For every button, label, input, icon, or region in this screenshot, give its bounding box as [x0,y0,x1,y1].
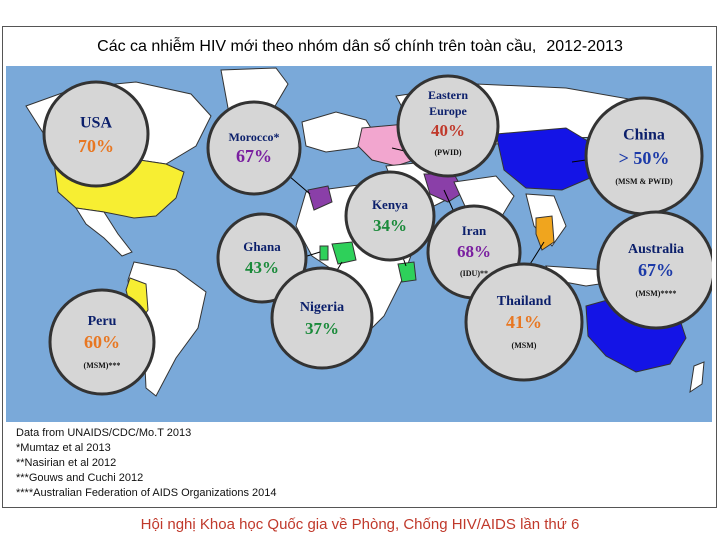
bubble-circle-kenya [344,170,436,262]
bubble-name-ghana: Ghana [243,239,281,254]
bubble-note-eastern_europe: (PWID) [434,148,461,157]
bubble-peru: Peru 60% (MSM)*** [48,288,156,396]
bubble-usa: USA 70% [42,80,150,188]
bubble-name-nigeria: Nigeria [300,300,344,315]
bubble-value-usa: 70% [78,136,114,156]
bubble-value-morocco: 67% [236,146,272,166]
bubble-name-kenya: Kenya [372,197,409,212]
title-years: 2012-2013 [546,38,623,55]
bubble-circle-australia [596,210,712,330]
bubble-value-peru: 60% [84,332,120,352]
bubble-name-usa: USA [80,115,112,132]
land-china [495,127,597,191]
bubble-circle-usa [42,80,150,188]
land-nigeria [331,241,357,265]
land-ghana [319,245,329,261]
bubble-note-australia: (MSM)**** [636,289,677,298]
footer-conference: Hội nghị Khoa học Quốc gia về Phòng, Chố… [140,516,580,533]
bubble-name-morocco: Morocco* [228,130,279,144]
bubble-morocco: Morocco* 67% [206,100,302,196]
bubble-name-thailand: Thailand [497,294,552,309]
bubble-value-ghana: 43% [245,258,279,277]
bubble-australia: Australia 67% (MSM)**** [596,210,712,330]
slide-title: Các ca nhiễm HIV mới theo nhóm dân số ch… [0,38,720,56]
world-map-svg: USA 70% Morocco* 67% Eastern Europe 40% (PWID) C… [25,67,712,397]
bubble-name-eastern_europe: Eastern [428,88,468,102]
bubble-name-china: China [623,127,665,144]
bubble-value-kenya: 34% [373,216,407,235]
source-line-4: ***Gouws and Cuchi 2012 [16,472,144,484]
bubble-note-peru: (MSM)*** [84,361,121,370]
title-text: Các ca nhiễm HIV mới theo nhóm dân số ch… [97,38,537,55]
source-line-3: **Nasirian et al 2012 [16,457,117,469]
land-new-zealand [689,361,705,394]
sources-box: Data from UNAIDS/CDC/Mo.T 2013 *Mumtaz e… [8,422,710,506]
bubble-ghana: Ghana 43% [216,212,308,304]
bubble-name-australia: Australia [628,242,684,257]
bubble-value-thailand: 41% [506,312,542,332]
bubble-value-australia: 67% [638,260,674,280]
bubble-name-eastern_europe-1: Europe [429,104,467,118]
land-thailand [535,215,555,251]
source-line-2: *Mumtaz et al 2013 [16,442,111,454]
bubble-kenya: Kenya 34% [344,170,436,262]
bubble-circle-ghana [216,212,308,304]
bubble-group: USA 70% Morocco* 67% Eastern Europe 40% (PWID) C… [42,74,712,396]
bubble-circle-eastern_europe [396,74,500,178]
bubble-name-peru: Peru [88,314,117,329]
land-mexico [75,207,133,257]
bubble-thailand: Thailand 41% (MSM) [464,262,584,382]
bubble-name-iran: Iran [462,223,487,238]
bubble-value-china: > 50% [619,148,670,168]
bubble-value-iran: 68% [457,242,491,261]
slide-frame [2,26,717,508]
bubble-value-nigeria: 37% [305,319,339,338]
bubble-circle-morocco [206,100,302,196]
bubble-eastern_europe: Eastern Europe 40% (PWID) [396,74,500,178]
bubble-china: China > 50% (MSM & PWID) [584,96,704,216]
bubble-note-thailand: (MSM) [512,341,537,350]
bubble-note-china: (MSM & PWID) [615,177,673,186]
bubble-value-eastern_europe: 40% [431,121,465,140]
source-line-1: Data from UNAIDS/CDC/Mo.T 2013 [16,427,192,439]
source-line-5: ****Australian Federation of AIDS Organi… [16,487,277,499]
bubble-nigeria: Nigeria 37% [270,266,374,370]
bubble-note-iran: (IDU)** [460,269,488,278]
land-morocco [307,185,333,211]
bubble-circle-thailand [464,262,584,382]
bubble-circle-nigeria [270,266,374,370]
land-kenya [397,261,417,283]
bubble-circle-peru [48,288,156,396]
world-map: USA 70% Morocco* 67% Eastern Europe 40% (PWID) C… [6,66,712,422]
